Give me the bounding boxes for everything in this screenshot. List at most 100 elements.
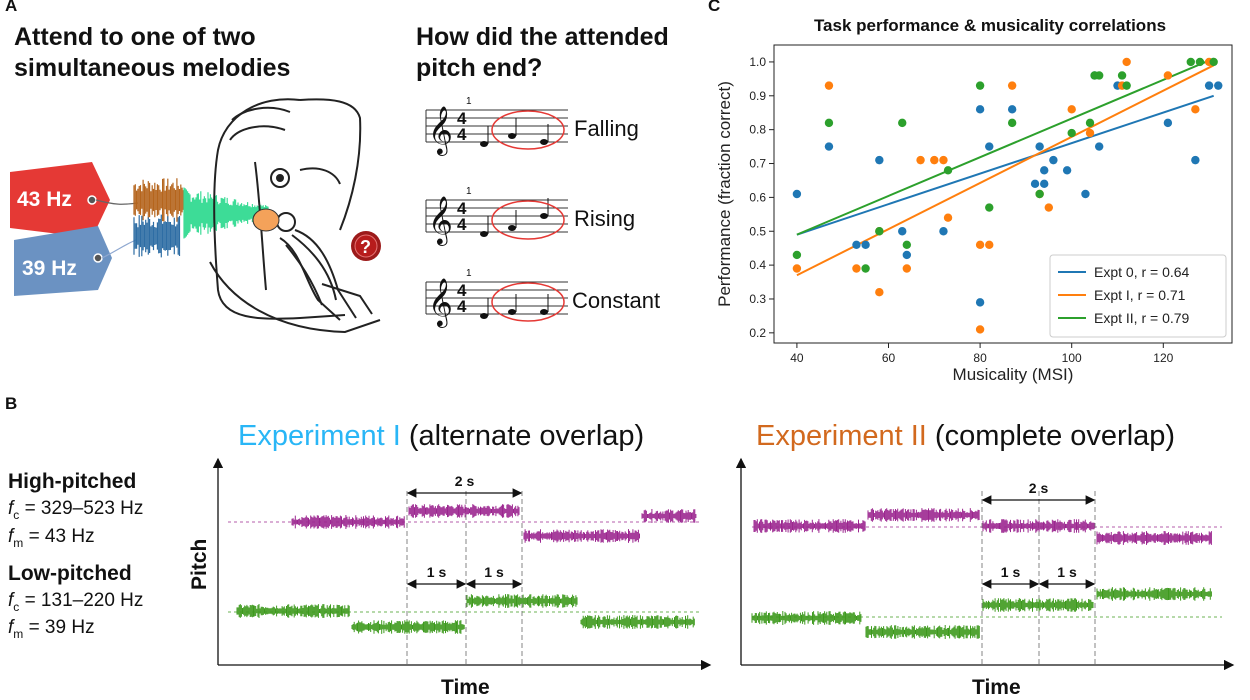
- time-signature: 4: [457, 109, 467, 128]
- y-tick-label: 0.8: [749, 123, 766, 137]
- data-point: [1191, 105, 1200, 114]
- waveform-43hz: [133, 178, 184, 222]
- chart-points: [792, 57, 1223, 334]
- panel-a-letter: A: [5, 0, 18, 15]
- experiment-2-desc: (complete overlap): [934, 420, 1176, 452]
- fit-line: [796, 64, 1215, 277]
- data-point: [1195, 57, 1205, 67]
- stimulus-parameters: High-pitched fc = 329–523 Hz fm = 43 Hz …: [8, 470, 143, 641]
- data-point: [1122, 57, 1131, 67]
- correlation-scatter-chart: Task performance & musicality correlatio…: [715, 16, 1233, 384]
- data-point: [975, 81, 985, 90]
- note: [540, 139, 548, 145]
- tone-segment: [466, 594, 578, 608]
- data-point: [861, 240, 870, 249]
- y-tick-label: 0.6: [749, 190, 766, 204]
- y-tick-label: 0.9: [749, 89, 766, 103]
- note: [480, 231, 488, 237]
- data-point: [1062, 166, 1072, 175]
- experiment-1-name: Experiment I: [238, 420, 401, 452]
- panel-a-question-line1: How did the attended: [416, 23, 669, 51]
- data-point: [975, 240, 985, 249]
- tone-segment: [1096, 531, 1212, 545]
- x-tick-label: 80: [973, 351, 987, 365]
- y-tick-label: 0.3: [749, 292, 766, 306]
- data-point: [792, 264, 802, 273]
- data-point: [1035, 142, 1044, 151]
- panel-a-title: Attend to one of two simultaneous melodi…: [14, 22, 290, 84]
- data-point: [1067, 128, 1076, 138]
- experiment-2-name: Experiment II: [756, 420, 927, 452]
- option-label: Falling: [574, 116, 639, 141]
- time-axis-label-1: Time: [441, 676, 490, 699]
- duration-label: 2 s: [1029, 480, 1049, 496]
- data-point: [898, 118, 907, 128]
- data-point: [1204, 81, 1214, 90]
- melody-option-2: 𝄞 44 1 Rising: [425, 186, 635, 246]
- question-mark-icon: ?: [351, 231, 381, 261]
- data-point: [1035, 189, 1044, 199]
- tone-segment: [867, 508, 980, 522]
- data-point: [1049, 155, 1058, 165]
- note: [508, 309, 516, 315]
- data-point: [1186, 57, 1195, 67]
- data-point: [1085, 118, 1095, 128]
- y-tick-label: 0.5: [749, 224, 766, 238]
- time-signature: 4: [457, 281, 467, 300]
- tag-39hz: 39 Hz: [14, 226, 112, 296]
- high-fm-row: fm = 43 Hz: [8, 525, 95, 550]
- time-signature: 4: [457, 199, 467, 218]
- high-fc-row: fc = 329–523 Hz: [8, 498, 144, 522]
- low-pitched-label: Low-pitched: [8, 561, 132, 585]
- data-point: [792, 250, 802, 260]
- legend-entry: Expt I, r = 0.71: [1094, 287, 1186, 303]
- legend-entry: Expt II, r = 0.79: [1094, 310, 1190, 326]
- data-point: [975, 298, 985, 307]
- tone-segment: [982, 519, 1095, 533]
- data-point: [1191, 155, 1200, 165]
- melody-option-3: 𝄞 44 1 Constant: [425, 268, 660, 328]
- bar-number: 1: [466, 96, 472, 107]
- tone-segment: [291, 515, 405, 529]
- tone-segment: [753, 519, 866, 533]
- tag-43hz-label: 43 Hz: [17, 188, 72, 211]
- time-signature: 4: [457, 215, 467, 234]
- data-point: [1081, 189, 1090, 199]
- headphone-icon: [252, 208, 280, 232]
- option-label: Constant: [572, 288, 660, 313]
- tone-segment: [580, 615, 695, 629]
- data-point: [1007, 118, 1017, 128]
- data-point: [1085, 128, 1095, 138]
- experiment-1-desc: (alternate overlap): [408, 420, 645, 452]
- data-point: [875, 227, 884, 236]
- note: [480, 313, 488, 319]
- time-axis-label-2: Time: [972, 676, 1021, 699]
- x-tick-label: 120: [1153, 351, 1173, 365]
- waveform-39hz: [133, 214, 181, 258]
- data-point: [902, 264, 912, 273]
- tone-segment: [982, 598, 1094, 612]
- data-point: [1117, 71, 1127, 80]
- tone-segment: [1096, 587, 1212, 601]
- note: [508, 133, 516, 139]
- note: [508, 225, 516, 231]
- data-point: [902, 250, 912, 260]
- data-point: [1044, 203, 1053, 212]
- panel-a-question: How did the attended pitch end?: [416, 22, 669, 84]
- data-point: [1040, 179, 1049, 189]
- chart-ylabel: Performance (fraction correct): [715, 81, 734, 307]
- svg-text:?: ?: [360, 237, 371, 257]
- data-point: [985, 203, 994, 212]
- ending-highlight-circle: [491, 200, 565, 240]
- tone-segment: [751, 611, 862, 625]
- panel-b-letter: B: [5, 394, 18, 413]
- chart-ticks: 40 60 80 100 120 0.2 0.3 0.4 0.5 0.6 0.7 0.8 0.9 1.0: [749, 55, 1173, 365]
- data-point: [1214, 81, 1223, 90]
- data-point: [1209, 57, 1218, 67]
- data-point: [985, 142, 994, 151]
- low-fc-row: fc = 131–220 Hz: [8, 589, 144, 614]
- tone-segment: [641, 509, 697, 523]
- chart-plot-area: [773, 44, 1233, 344]
- fit-line: [796, 57, 1215, 236]
